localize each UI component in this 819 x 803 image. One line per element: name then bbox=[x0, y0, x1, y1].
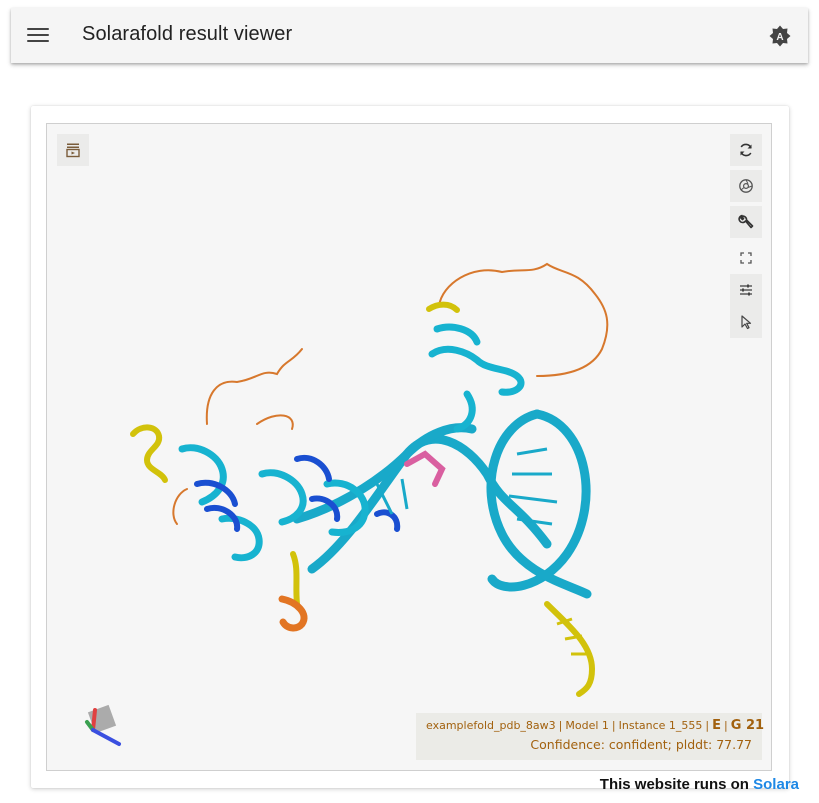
fullscreen-icon bbox=[740, 252, 752, 264]
axes-indicator bbox=[85, 704, 121, 746]
solara-link[interactable]: Solara bbox=[753, 776, 799, 793]
instance-label: Instance 1_555 bbox=[618, 719, 703, 732]
residue-label: G 21 bbox=[730, 718, 765, 733]
hamburger-menu-icon[interactable] bbox=[27, 24, 49, 46]
molstar-viewer[interactable]: examplefold_pdb_8aw3 | Model 1 | Instance 1_… bbox=[46, 123, 772, 771]
app-bar: Solarafold result viewer A bbox=[11, 8, 808, 63]
entry-label: examplefold_pdb_8aw3 bbox=[426, 719, 556, 732]
screenshot-icon bbox=[739, 179, 753, 193]
wrench-button[interactable] bbox=[730, 206, 762, 238]
brightness-auto-icon[interactable]: A bbox=[768, 24, 792, 48]
settings-sliders-icon bbox=[740, 284, 752, 296]
model-label: Model 1 bbox=[565, 719, 609, 732]
select-mode-button[interactable] bbox=[730, 306, 762, 338]
footer-text: This website runs on bbox=[599, 776, 749, 793]
toggle-controls-icon bbox=[66, 143, 80, 158]
reset-camera-button[interactable] bbox=[730, 134, 762, 166]
viewer-card: examplefold_pdb_8aw3 | Model 1 | Instance 1_… bbox=[31, 106, 789, 788]
settings-button[interactable] bbox=[730, 274, 762, 306]
toggle-controls-button[interactable] bbox=[57, 134, 89, 166]
wrench-icon bbox=[738, 214, 754, 229]
screenshot-button[interactable] bbox=[730, 170, 762, 202]
chain-label: E bbox=[712, 718, 722, 733]
svg-text:A: A bbox=[776, 32, 783, 43]
app-title: Solarafold result viewer bbox=[82, 23, 293, 45]
reset-camera-icon bbox=[740, 143, 752, 157]
selection-path: examplefold_pdb_8aw3 | Model 1 | Instance 1_… bbox=[426, 718, 765, 733]
footer: This website runs on Solara bbox=[600, 776, 799, 793]
selection-info: examplefold_pdb_8aw3 | Model 1 | Instance 1_… bbox=[416, 713, 765, 760]
fullscreen-button[interactable] bbox=[730, 242, 762, 274]
confidence-label: Confidence: confident; plddt: 77.77 bbox=[530, 737, 752, 752]
protein-structure-canvas[interactable] bbox=[47, 124, 772, 771]
select-pointer-icon bbox=[741, 315, 752, 330]
